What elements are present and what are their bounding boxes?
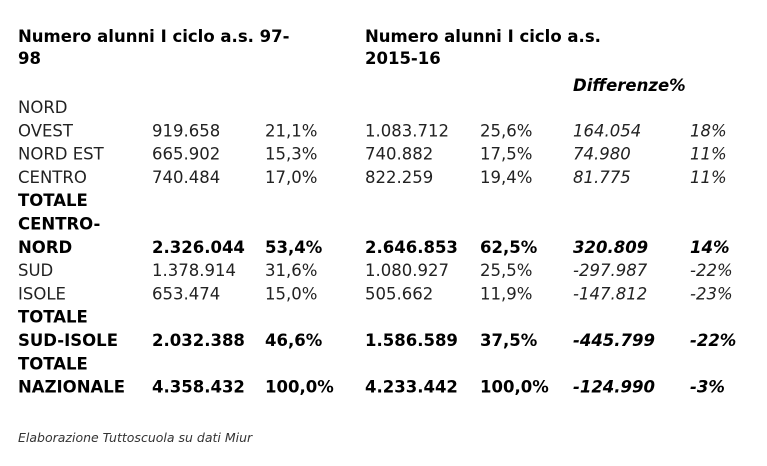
row-label: CENTRO	[18, 168, 87, 187]
cell: 19,4%	[480, 168, 532, 187]
cell: 822.259	[365, 168, 433, 187]
cell: -22%	[690, 261, 733, 280]
cell: 1.083.712	[365, 121, 449, 140]
row-label: SUD-ISOLE	[18, 331, 118, 350]
cell: 665.902	[152, 145, 220, 164]
cell: 14%	[690, 238, 730, 257]
cell: 1.080.927	[365, 261, 449, 280]
cell: -22%	[690, 331, 736, 350]
cell: 18%	[690, 121, 727, 140]
cell: 17,0%	[265, 168, 317, 187]
row-label: NAZIONALE	[18, 378, 125, 397]
cell: -3%	[690, 378, 725, 397]
row-label: TOTALE	[18, 191, 88, 210]
row-label: OVEST	[18, 121, 74, 140]
cell: -23%	[690, 284, 733, 303]
header-title: Numero alunni I ciclo a.s.	[365, 27, 601, 46]
row-label: TOTALE	[18, 354, 88, 373]
cell: 100,0%	[265, 378, 334, 397]
header-title: 98	[18, 49, 41, 68]
cell: 31,6%	[265, 261, 317, 280]
row-label: NORD	[18, 98, 68, 117]
cell: 74.980	[573, 145, 631, 164]
cell: 505.662	[365, 284, 433, 303]
cell: 15,3%	[265, 145, 317, 164]
cell: 2.646.853	[365, 238, 458, 257]
cell: 37,5%	[480, 331, 538, 350]
cell: 25,6%	[480, 121, 532, 140]
cell: 740.882	[365, 145, 433, 164]
cell: 2.326.044	[152, 238, 245, 257]
header-title: Numero alunni I ciclo a.s. 97-	[18, 27, 289, 46]
cell: 21,1%	[265, 121, 317, 140]
row-label: CENTRO-	[18, 215, 100, 234]
footnote: Elaborazione Tuttoscuola su dati Miur	[18, 430, 253, 445]
cell: 1.378.914	[152, 261, 236, 280]
cell: 11,9%	[480, 284, 532, 303]
cell: 25,5%	[480, 261, 532, 280]
cell: 2.032.388	[152, 331, 245, 350]
cell: -124.990	[573, 378, 655, 397]
row-label: TOTALE	[18, 308, 88, 327]
cell: 100,0%	[480, 378, 549, 397]
cell: 17,5%	[480, 145, 532, 164]
header-title: 2015-16	[365, 49, 441, 68]
cell: 11%	[690, 168, 727, 187]
row-label: NORD EST	[18, 145, 105, 164]
cell: 46,6%	[265, 331, 323, 350]
cell: 11%	[690, 145, 727, 164]
cell: 740.484	[152, 168, 220, 187]
cell: -297.987	[573, 261, 648, 280]
cell: 4.233.442	[365, 378, 458, 397]
cell: 4.358.432	[152, 378, 245, 397]
cell: 320.809	[573, 238, 648, 257]
row-label: NORD	[18, 238, 72, 257]
cell: 53,4%	[265, 238, 323, 257]
cell: 1.586.589	[365, 331, 458, 350]
header-diff: Differenze%	[573, 76, 686, 95]
cell: 62,5%	[480, 238, 538, 257]
row-label: SUD	[18, 261, 53, 280]
cell: 15,0%	[265, 284, 317, 303]
cell: -147.812	[573, 284, 647, 303]
cell: -445.799	[573, 331, 655, 350]
cell: 919.658	[152, 121, 220, 140]
cell: 81.775	[573, 168, 631, 187]
row-label: ISOLE	[18, 284, 66, 303]
cell: 164.054	[573, 121, 641, 140]
cell: 653.474	[152, 284, 220, 303]
